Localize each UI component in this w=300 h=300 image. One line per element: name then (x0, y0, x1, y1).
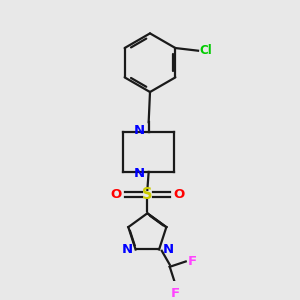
Text: N: N (134, 167, 145, 180)
Text: Cl: Cl (200, 44, 212, 57)
Text: S: S (142, 187, 153, 202)
Text: N: N (162, 243, 173, 256)
Text: F: F (170, 286, 180, 299)
Text: N: N (134, 124, 145, 137)
Text: F: F (187, 255, 196, 268)
Text: O: O (110, 188, 121, 201)
Text: O: O (173, 188, 185, 201)
Text: N: N (121, 243, 132, 256)
